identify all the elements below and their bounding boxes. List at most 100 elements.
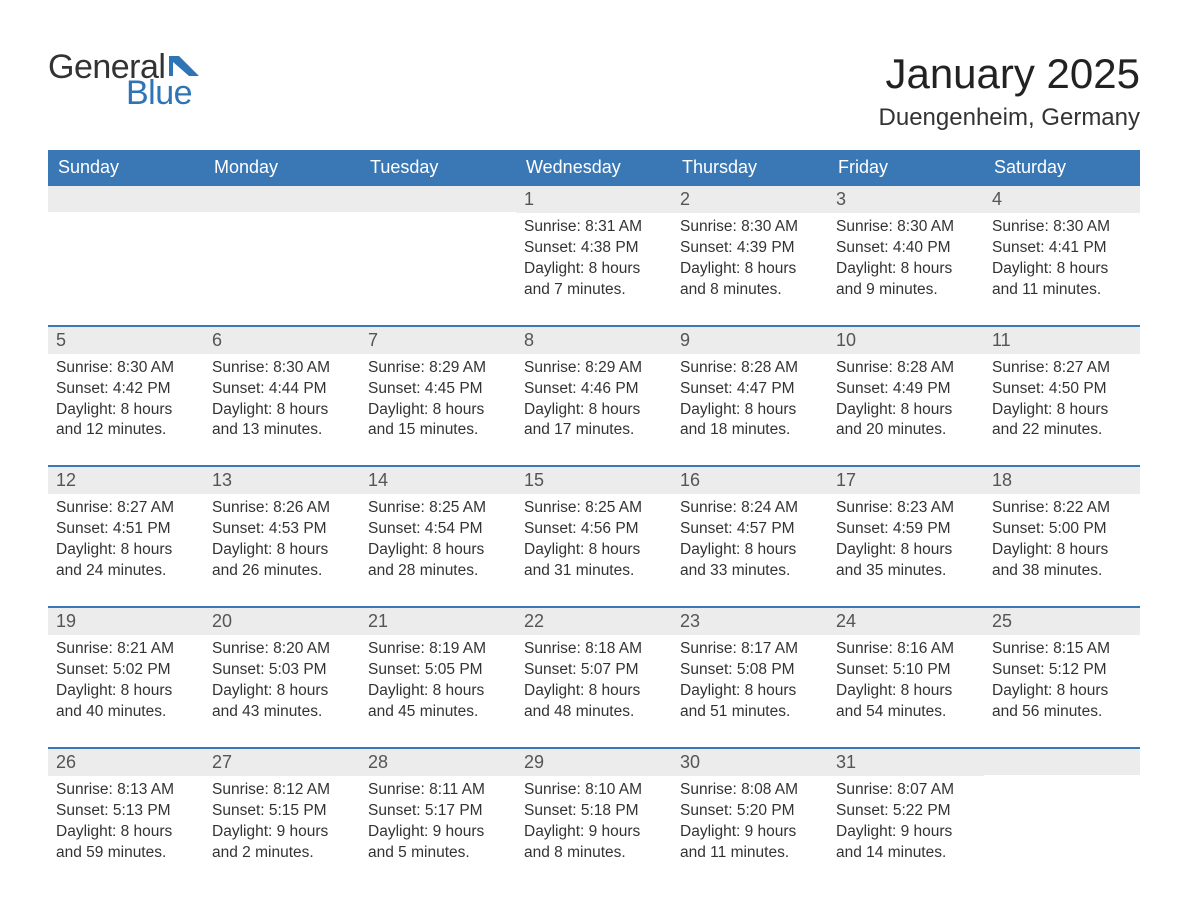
- day-body: Sunrise: 8:28 AMSunset: 4:49 PMDaylight:…: [828, 354, 984, 442]
- weekday-wednesday: Wednesday: [516, 150, 672, 186]
- day-info-line: Daylight: 9 hours: [368, 822, 508, 843]
- weekday-thursday: Thursday: [672, 150, 828, 186]
- day-info-line: Sunset: 4:40 PM: [836, 238, 976, 259]
- day-info-line: Sunrise: 8:29 AM: [524, 358, 664, 379]
- day-cell: 17Sunrise: 8:23 AMSunset: 4:59 PMDayligh…: [828, 467, 984, 590]
- day-number: [984, 749, 1140, 775]
- day-info-line: Daylight: 8 hours: [56, 400, 196, 421]
- day-cell: 22Sunrise: 8:18 AMSunset: 5:07 PMDayligh…: [516, 608, 672, 731]
- day-info-line: Sunrise: 8:13 AM: [56, 780, 196, 801]
- day-info-line: Sunset: 5:02 PM: [56, 660, 196, 681]
- day-info-line: Daylight: 8 hours: [680, 400, 820, 421]
- day-info-line: and 59 minutes.: [56, 843, 196, 864]
- day-info-line: and 18 minutes.: [680, 420, 820, 441]
- day-cell: 6Sunrise: 8:30 AMSunset: 4:44 PMDaylight…: [204, 327, 360, 450]
- day-cell: 4Sunrise: 8:30 AMSunset: 4:41 PMDaylight…: [984, 186, 1140, 309]
- day-info-line: Sunrise: 8:28 AM: [836, 358, 976, 379]
- day-number: 19: [48, 608, 204, 635]
- day-info-line: Daylight: 8 hours: [836, 259, 976, 280]
- day-info-line: Sunset: 4:39 PM: [680, 238, 820, 259]
- header-row: General Blue January 2025 Duengenheim, G…: [48, 50, 1140, 132]
- day-info-line: Sunset: 4:44 PM: [212, 379, 352, 400]
- day-cell-empty: [360, 186, 516, 309]
- day-body: Sunrise: 8:08 AMSunset: 5:20 PMDaylight:…: [672, 776, 828, 864]
- day-info-line: Daylight: 8 hours: [524, 400, 664, 421]
- day-number: 8: [516, 327, 672, 354]
- day-info-line: Daylight: 8 hours: [56, 822, 196, 843]
- day-info-line: Daylight: 8 hours: [212, 540, 352, 561]
- day-info-line: Sunset: 4:59 PM: [836, 519, 976, 540]
- day-body: Sunrise: 8:18 AMSunset: 5:07 PMDaylight:…: [516, 635, 672, 723]
- day-body: Sunrise: 8:23 AMSunset: 4:59 PMDaylight:…: [828, 494, 984, 582]
- day-number: [360, 186, 516, 212]
- day-info-line: and 22 minutes.: [992, 420, 1132, 441]
- day-info-line: and 11 minutes.: [680, 843, 820, 864]
- day-info-line: Sunrise: 8:12 AM: [212, 780, 352, 801]
- day-body: Sunrise: 8:30 AMSunset: 4:44 PMDaylight:…: [204, 354, 360, 442]
- day-info-line: Sunset: 4:46 PM: [524, 379, 664, 400]
- day-body: Sunrise: 8:16 AMSunset: 5:10 PMDaylight:…: [828, 635, 984, 723]
- day-info-line: and 26 minutes.: [212, 561, 352, 582]
- day-cell: 1Sunrise: 8:31 AMSunset: 4:38 PMDaylight…: [516, 186, 672, 309]
- day-body: Sunrise: 8:15 AMSunset: 5:12 PMDaylight:…: [984, 635, 1140, 723]
- day-body: Sunrise: 8:27 AMSunset: 4:51 PMDaylight:…: [48, 494, 204, 582]
- day-body: Sunrise: 8:17 AMSunset: 5:08 PMDaylight:…: [672, 635, 828, 723]
- day-info-line: Sunset: 5:13 PM: [56, 801, 196, 822]
- weekday-sunday: Sunday: [48, 150, 204, 186]
- week-row: 26Sunrise: 8:13 AMSunset: 5:13 PMDayligh…: [48, 747, 1140, 872]
- day-number: 16: [672, 467, 828, 494]
- day-info-line: Sunset: 4:38 PM: [524, 238, 664, 259]
- day-body: Sunrise: 8:31 AMSunset: 4:38 PMDaylight:…: [516, 213, 672, 301]
- day-cell: 25Sunrise: 8:15 AMSunset: 5:12 PMDayligh…: [984, 608, 1140, 731]
- day-info-line: and 9 minutes.: [836, 280, 976, 301]
- day-info-line: and 8 minutes.: [680, 280, 820, 301]
- day-body: Sunrise: 8:13 AMSunset: 5:13 PMDaylight:…: [48, 776, 204, 864]
- day-number: 24: [828, 608, 984, 635]
- day-info-line: Daylight: 8 hours: [836, 400, 976, 421]
- day-cell: 18Sunrise: 8:22 AMSunset: 5:00 PMDayligh…: [984, 467, 1140, 590]
- day-info-line: Sunset: 4:41 PM: [992, 238, 1132, 259]
- day-number: [204, 186, 360, 212]
- day-info-line: Daylight: 8 hours: [680, 259, 820, 280]
- day-number: 22: [516, 608, 672, 635]
- day-info-line: Sunset: 4:56 PM: [524, 519, 664, 540]
- day-number: 27: [204, 749, 360, 776]
- day-number: 25: [984, 608, 1140, 635]
- day-info-line: Daylight: 9 hours: [836, 822, 976, 843]
- day-info-line: and 28 minutes.: [368, 561, 508, 582]
- day-body: Sunrise: 8:27 AMSunset: 4:50 PMDaylight:…: [984, 354, 1140, 442]
- day-info-line: Daylight: 8 hours: [524, 259, 664, 280]
- day-info-line: Sunrise: 8:10 AM: [524, 780, 664, 801]
- day-info-line: and 2 minutes.: [212, 843, 352, 864]
- day-cell: 8 Sunrise: 8:29 AMSunset: 4:46 PMDaylight…: [516, 327, 672, 450]
- day-info-line: and 35 minutes.: [836, 561, 976, 582]
- day-body: Sunrise: 8:11 AMSunset: 5:17 PMDaylight:…: [360, 776, 516, 864]
- day-info-line: Sunset: 5:12 PM: [992, 660, 1132, 681]
- week-row: 1Sunrise: 8:31 AMSunset: 4:38 PMDaylight…: [48, 186, 1140, 309]
- day-info-line: and 7 minutes.: [524, 280, 664, 301]
- day-cell: 3Sunrise: 8:30 AMSunset: 4:40 PMDaylight…: [828, 186, 984, 309]
- day-body: Sunrise: 8:26 AMSunset: 4:53 PMDaylight:…: [204, 494, 360, 582]
- weekday-header-row: SundayMondayTuesdayWednesdayThursdayFrid…: [48, 150, 1140, 186]
- day-number: 5: [48, 327, 204, 354]
- day-info-line: Sunset: 5:20 PM: [680, 801, 820, 822]
- day-info-line: and 11 minutes.: [992, 280, 1132, 301]
- day-info-line: Sunrise: 8:27 AM: [56, 498, 196, 519]
- day-cell-empty: [204, 186, 360, 309]
- day-cell: 5Sunrise: 8:30 AMSunset: 4:42 PMDaylight…: [48, 327, 204, 450]
- day-cell: 11Sunrise: 8:27 AMSunset: 4:50 PMDayligh…: [984, 327, 1140, 450]
- day-body: Sunrise: 8:07 AMSunset: 5:22 PMDaylight:…: [828, 776, 984, 864]
- week-row: 19Sunrise: 8:21 AMSunset: 5:02 PMDayligh…: [48, 606, 1140, 731]
- day-info-line: Daylight: 8 hours: [212, 400, 352, 421]
- day-info-line: Daylight: 8 hours: [992, 400, 1132, 421]
- day-info-line: and 51 minutes.: [680, 702, 820, 723]
- day-info-line: Daylight: 8 hours: [680, 681, 820, 702]
- day-info-line: Sunrise: 8:07 AM: [836, 780, 976, 801]
- day-info-line: Sunset: 4:54 PM: [368, 519, 508, 540]
- day-number: 15: [516, 467, 672, 494]
- day-info-line: and 48 minutes.: [524, 702, 664, 723]
- day-info-line: Daylight: 8 hours: [992, 259, 1132, 280]
- day-info-line: Daylight: 8 hours: [56, 540, 196, 561]
- day-number: [48, 186, 204, 212]
- day-info-line: Sunset: 5:22 PM: [836, 801, 976, 822]
